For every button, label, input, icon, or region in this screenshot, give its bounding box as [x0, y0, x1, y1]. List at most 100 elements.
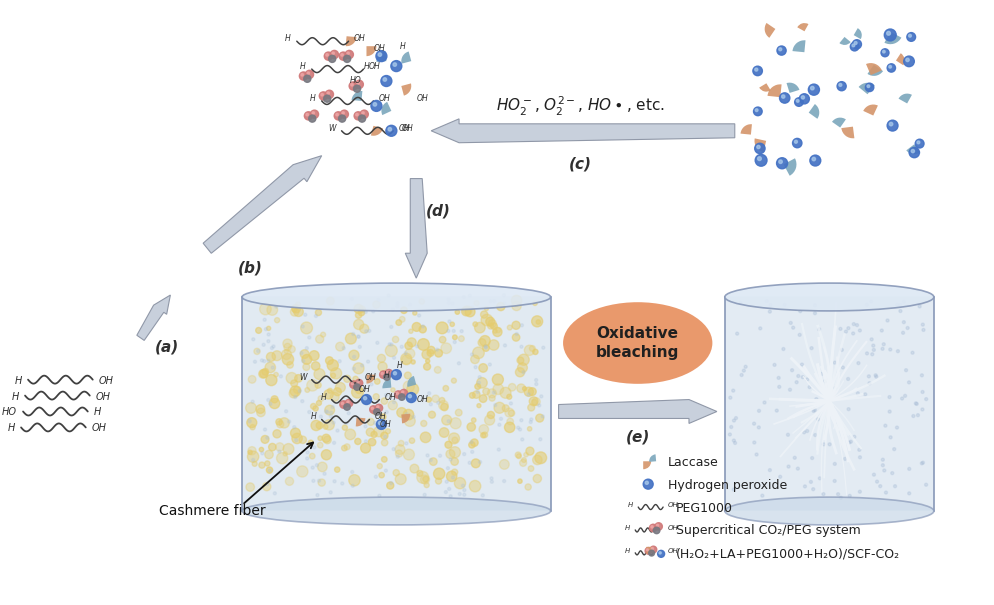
- Circle shape: [283, 443, 294, 454]
- Circle shape: [267, 333, 270, 336]
- Circle shape: [413, 322, 421, 332]
- Circle shape: [256, 405, 264, 413]
- Wedge shape: [783, 159, 796, 175]
- Circle shape: [379, 473, 385, 478]
- Circle shape: [494, 404, 497, 407]
- Circle shape: [754, 68, 757, 71]
- Circle shape: [777, 376, 780, 379]
- Circle shape: [522, 371, 525, 374]
- Circle shape: [439, 336, 446, 343]
- Circle shape: [387, 371, 389, 373]
- Circle shape: [818, 477, 821, 480]
- Circle shape: [810, 87, 814, 90]
- Circle shape: [268, 443, 276, 451]
- Circle shape: [397, 302, 400, 305]
- Circle shape: [268, 402, 271, 405]
- Circle shape: [367, 360, 370, 363]
- Circle shape: [521, 438, 524, 441]
- Circle shape: [885, 29, 897, 41]
- Circle shape: [775, 409, 778, 412]
- Circle shape: [247, 417, 256, 428]
- Circle shape: [333, 388, 341, 396]
- Text: OH: OH: [95, 391, 110, 402]
- Circle shape: [384, 435, 387, 438]
- Circle shape: [798, 333, 801, 336]
- Circle shape: [339, 115, 346, 122]
- Circle shape: [364, 425, 367, 428]
- Circle shape: [391, 388, 395, 392]
- Circle shape: [310, 404, 316, 409]
- Circle shape: [422, 350, 431, 359]
- Circle shape: [866, 303, 869, 306]
- Circle shape: [799, 94, 809, 104]
- Circle shape: [916, 414, 919, 417]
- Circle shape: [383, 77, 387, 81]
- Circle shape: [536, 320, 541, 324]
- Circle shape: [781, 95, 785, 98]
- Text: H: H: [397, 361, 403, 370]
- Circle shape: [517, 454, 521, 459]
- Circle shape: [522, 457, 527, 462]
- Circle shape: [266, 326, 270, 330]
- Wedge shape: [764, 23, 775, 38]
- Circle shape: [446, 471, 457, 482]
- Circle shape: [413, 311, 416, 315]
- Circle shape: [284, 350, 288, 353]
- Circle shape: [859, 490, 862, 493]
- Circle shape: [333, 480, 336, 483]
- Circle shape: [732, 389, 735, 392]
- Circle shape: [853, 436, 856, 438]
- Circle shape: [886, 319, 889, 322]
- Circle shape: [517, 357, 524, 364]
- Bar: [725, 296, 933, 510]
- Circle shape: [455, 310, 459, 315]
- Circle shape: [282, 353, 293, 365]
- Circle shape: [373, 394, 379, 400]
- Circle shape: [787, 465, 790, 468]
- Circle shape: [371, 431, 377, 437]
- Circle shape: [385, 393, 388, 396]
- Circle shape: [300, 322, 312, 334]
- Circle shape: [528, 466, 534, 471]
- Circle shape: [858, 448, 861, 451]
- Circle shape: [480, 336, 490, 346]
- Circle shape: [454, 477, 465, 489]
- Circle shape: [381, 432, 388, 439]
- Circle shape: [306, 457, 309, 460]
- Circle shape: [272, 345, 275, 348]
- Circle shape: [497, 448, 500, 451]
- Circle shape: [365, 330, 368, 333]
- Circle shape: [352, 333, 355, 336]
- Text: H: H: [625, 548, 630, 554]
- Circle shape: [380, 371, 387, 378]
- Circle shape: [269, 398, 279, 408]
- Circle shape: [518, 363, 528, 373]
- Circle shape: [812, 488, 815, 491]
- Circle shape: [524, 453, 528, 457]
- Bar: [243, 296, 551, 510]
- Circle shape: [359, 115, 366, 122]
- Circle shape: [500, 417, 503, 420]
- Circle shape: [380, 414, 386, 420]
- Circle shape: [366, 428, 375, 436]
- Circle shape: [911, 352, 914, 354]
- Ellipse shape: [243, 283, 551, 311]
- Circle shape: [438, 401, 448, 410]
- Circle shape: [818, 328, 821, 331]
- Text: H: H: [321, 393, 327, 402]
- Circle shape: [653, 527, 660, 534]
- Circle shape: [651, 526, 653, 528]
- Circle shape: [512, 334, 520, 341]
- Circle shape: [262, 343, 265, 346]
- Circle shape: [483, 388, 490, 395]
- Circle shape: [735, 417, 738, 420]
- Circle shape: [463, 489, 466, 492]
- Circle shape: [331, 373, 336, 378]
- Circle shape: [301, 359, 304, 362]
- Circle shape: [511, 295, 522, 306]
- Circle shape: [345, 422, 348, 424]
- Circle shape: [882, 463, 885, 466]
- Circle shape: [484, 307, 488, 310]
- Circle shape: [733, 419, 736, 422]
- Circle shape: [502, 405, 509, 412]
